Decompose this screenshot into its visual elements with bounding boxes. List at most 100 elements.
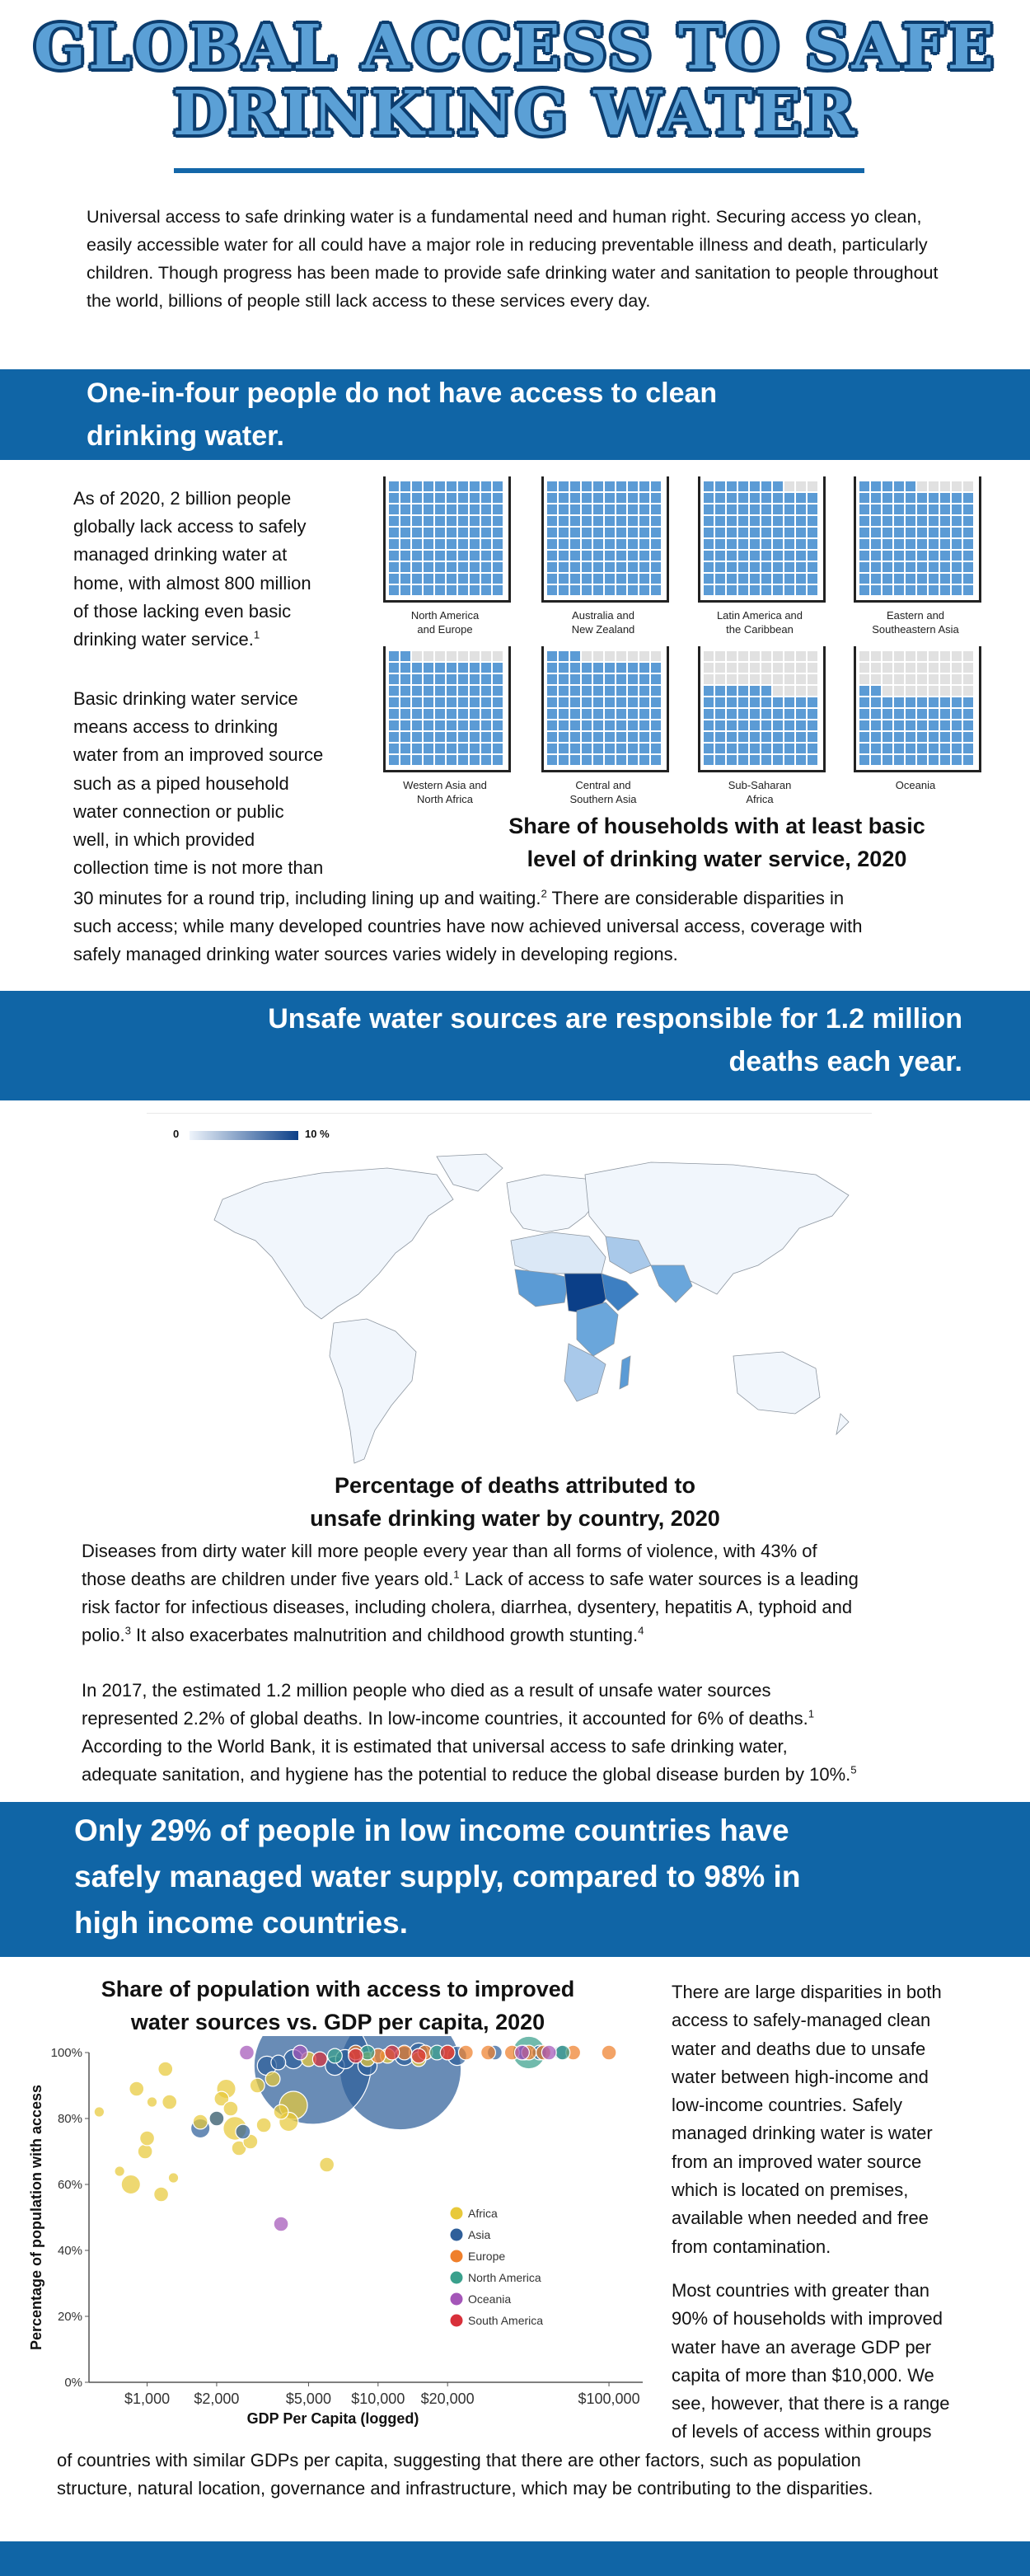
waffle-cell — [963, 651, 973, 661]
waffle-cell — [871, 755, 881, 765]
waffle-cell — [963, 697, 973, 707]
waffle-cell — [894, 744, 904, 753]
waffle-cell — [447, 697, 456, 707]
waffle-cell — [400, 732, 410, 742]
banner-2-line-1: Unsafe water sources are responsible for… — [268, 1003, 962, 1035]
waffle-cell — [808, 493, 817, 503]
scatter-point-south-america — [348, 2048, 364, 2064]
waffle-cell — [651, 709, 661, 719]
waffle-cell — [493, 574, 503, 584]
para-line: In 2017, the estimated 1.2 million peopl… — [82, 1680, 771, 1701]
waffle-cell — [906, 674, 915, 684]
scatter-point-europe — [601, 2044, 617, 2061]
waffle-cell — [481, 697, 491, 707]
waffle-cell — [412, 585, 422, 595]
waffle-cell — [727, 585, 737, 595]
waffle-cell — [628, 709, 638, 719]
waffle-cell — [883, 493, 892, 503]
waffle-cell — [784, 539, 794, 549]
waffle-cell — [917, 697, 927, 707]
legend-label: South America — [468, 2314, 543, 2327]
waffle-cell — [894, 504, 904, 514]
para-line: from an improved water source — [672, 2151, 922, 2172]
waffle-cell — [940, 562, 950, 572]
waffle-cell — [616, 585, 626, 595]
waffle-cell — [547, 686, 557, 696]
waffle-cell — [784, 686, 794, 696]
para-line: water from an improved source — [73, 744, 324, 766]
waffle-cell — [570, 539, 580, 549]
waffle-cell — [917, 528, 927, 537]
waffle-cell — [605, 493, 615, 503]
waffle-cell — [447, 585, 456, 595]
x-tick-label: $10,000 — [351, 2391, 405, 2407]
waffle-cell — [796, 755, 806, 765]
banner-3-line-3: high income countries. — [74, 1906, 408, 1940]
banner-section-3: Only 29% of people in low income countri… — [0, 1802, 1030, 1957]
waffle-cell — [963, 755, 973, 765]
waffle-cell — [547, 697, 557, 707]
waffle-cell — [593, 585, 603, 595]
waffle-cell — [582, 697, 592, 707]
waffle-cell — [389, 574, 399, 584]
waffle-cell — [952, 574, 962, 584]
waffle-cell — [784, 481, 794, 491]
waffle-cell — [547, 674, 557, 684]
waffle-cell — [738, 585, 748, 595]
waffle-cell — [859, 516, 869, 526]
waffle-cell — [458, 574, 468, 584]
waffle-cell — [727, 516, 737, 526]
waffle-cell — [389, 686, 399, 696]
waffle-cell — [605, 744, 615, 753]
waffle-cell — [784, 574, 794, 584]
waffle-cell — [963, 744, 973, 753]
waffle-cell — [906, 516, 915, 526]
waffle-cell — [470, 493, 480, 503]
waffle-cell — [883, 551, 892, 561]
waffle-cell — [871, 697, 881, 707]
waffle-cell — [470, 481, 480, 491]
waffle-cell — [493, 674, 503, 684]
waffle-cell — [400, 755, 410, 765]
waffle-cell — [715, 562, 725, 572]
waffle-cell — [435, 732, 445, 742]
map-europe — [506, 1174, 602, 1233]
waffle-cell — [859, 562, 869, 572]
waffle-cell — [651, 551, 661, 561]
scatter-point-africa — [114, 2165, 125, 2177]
waffle-cell — [750, 481, 760, 491]
waffle-cell — [493, 585, 503, 595]
scatter-point-oceania — [292, 2044, 308, 2061]
waffle-cell — [715, 528, 725, 537]
waffle-cell — [559, 744, 569, 753]
waffle-cell — [784, 663, 794, 673]
waffle-cell — [424, 493, 433, 503]
waffle-cell — [796, 720, 806, 730]
waffle-cell — [808, 481, 817, 491]
map-caption-line-2: unsafe drinking water by country, 2020 — [310, 1506, 720, 1531]
waffle-cell — [605, 709, 615, 719]
waffle-cell — [906, 755, 915, 765]
waffle-cell — [859, 697, 869, 707]
waffle-cell — [481, 516, 491, 526]
waffle-cell — [940, 481, 950, 491]
waffle-cell — [424, 651, 433, 661]
waffle-cell — [400, 720, 410, 730]
waffle-cell — [628, 663, 638, 673]
legend-swatch — [450, 2292, 463, 2306]
map-north-america — [213, 1167, 454, 1320]
waffle-cell — [628, 516, 638, 526]
waffle-cell — [651, 504, 661, 514]
scatter-point-asia — [208, 2110, 225, 2127]
waffle-cell — [412, 504, 422, 514]
waffle-cell — [616, 686, 626, 696]
waffle-cell — [727, 551, 737, 561]
scatter-point-africa — [157, 2061, 174, 2077]
waffle-chart — [698, 646, 826, 772]
waffle-cell — [871, 574, 881, 584]
waffle-cell — [424, 574, 433, 584]
legend-swatch — [450, 2314, 463, 2327]
waffle-cell — [481, 493, 491, 503]
map-caption: Percentage of deaths attributed to unsaf… — [231, 1469, 799, 1535]
waffle-cell — [894, 551, 904, 561]
